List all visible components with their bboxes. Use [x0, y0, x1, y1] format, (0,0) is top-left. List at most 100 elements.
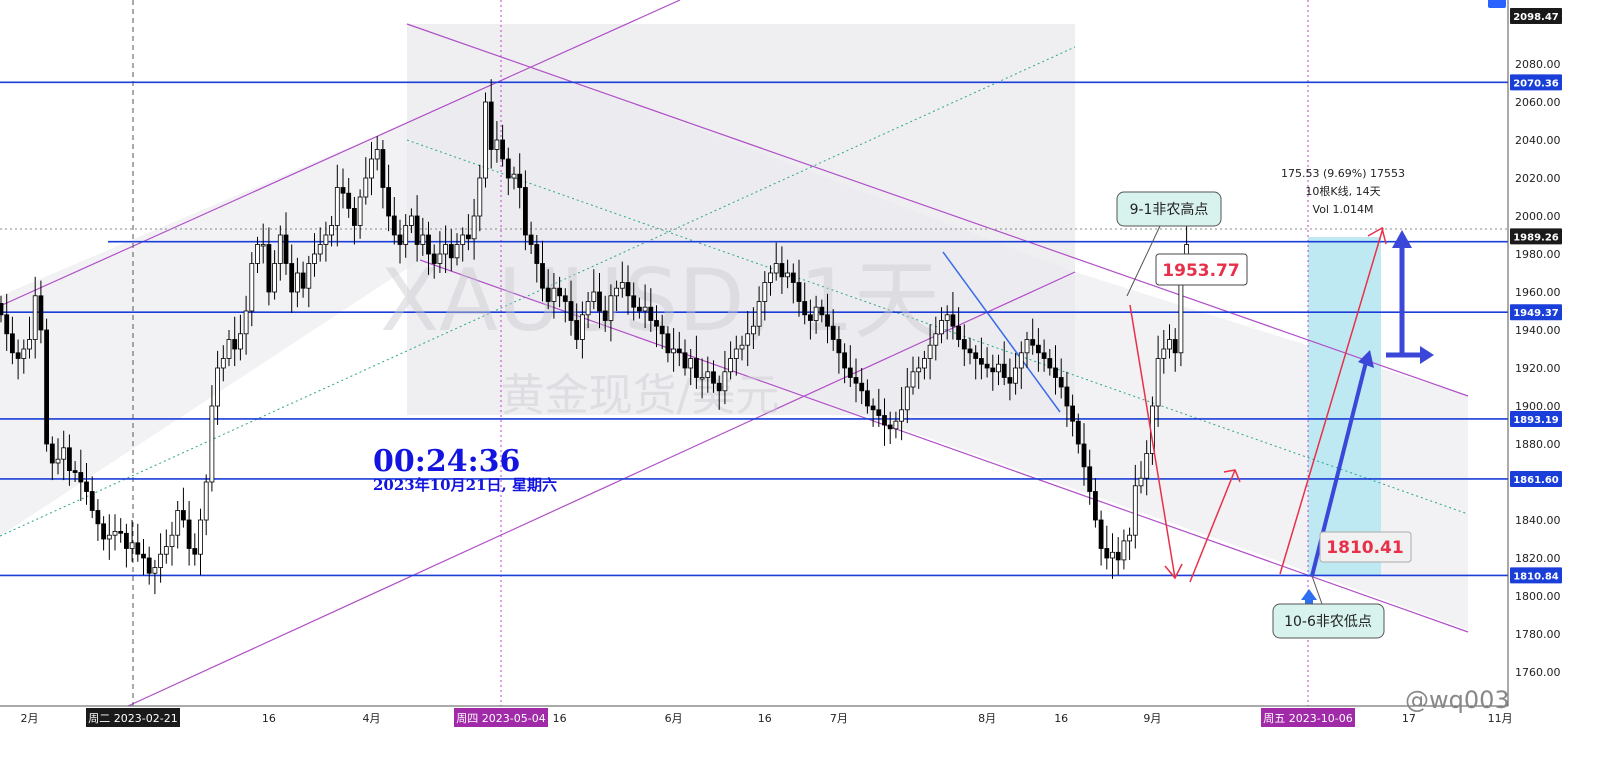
price-tick-label: 1940.00	[1515, 324, 1561, 337]
candle-body	[95, 510, 101, 525]
red-bounce-arrowhead	[1223, 469, 1241, 483]
candle-body	[922, 358, 927, 369]
candle-body	[1001, 363, 1007, 378]
candle-body	[1115, 551, 1121, 561]
candle-body	[990, 367, 996, 373]
candle-body	[517, 173, 523, 188]
candle-body	[129, 542, 135, 549]
candle-body	[722, 371, 728, 392]
price-tag-bg	[1510, 410, 1562, 427]
candle-body	[483, 101, 488, 179]
date-tag-bg	[1261, 708, 1355, 727]
candle-body	[226, 339, 232, 359]
candle-body	[819, 306, 825, 316]
candle-body	[118, 531, 124, 534]
candle-body	[437, 253, 443, 264]
candle-body	[374, 149, 380, 160]
candle-body	[44, 329, 49, 445]
candle-body	[910, 371, 916, 388]
candle-body	[665, 333, 671, 354]
candle-body	[465, 234, 471, 240]
candle-body	[608, 295, 614, 321]
candle-body	[494, 139, 500, 150]
candle-body	[1007, 377, 1013, 384]
candle-body	[1081, 443, 1087, 468]
time-tick-label: 8月	[978, 712, 996, 725]
red-rally-arrowhead	[1367, 226, 1387, 245]
candle-body	[61, 447, 67, 460]
date-tag-label: 周二 2023-02-21	[88, 712, 177, 725]
candle-body	[1030, 339, 1036, 346]
candle-body	[716, 382, 722, 392]
price-tick-label: 2060.00	[1515, 96, 1561, 109]
candle-body	[899, 409, 904, 422]
candle-body	[836, 339, 842, 354]
candle-body	[49, 443, 55, 464]
candle-body	[391, 215, 397, 236]
candle-body	[21, 348, 27, 359]
measure-label: 175.53 (9.69%) 17553 10根K线, 14天 Vol 1.01…	[1281, 167, 1405, 216]
candle-body	[996, 363, 1001, 373]
candle-body	[249, 263, 255, 312]
candle-body	[751, 325, 756, 335]
candle-body	[283, 234, 289, 264]
descending-trendline	[942, 251, 1061, 413]
clock-time: 00:24:36	[373, 444, 520, 479]
rising-channel-upper	[0, 0, 681, 307]
candle-body	[1155, 358, 1161, 407]
candle-body	[101, 523, 106, 540]
expand-button[interactable]	[1488, 0, 1506, 8]
candle-body	[842, 352, 847, 369]
watermark-name: 黄金现货/美元	[501, 370, 780, 421]
candle-body	[78, 472, 84, 483]
candle-body	[631, 295, 637, 308]
candle-body	[357, 196, 363, 226]
candle-body	[346, 192, 352, 209]
price-tick-label: 2040.00	[1515, 134, 1561, 147]
red-drop-arrowhead	[1164, 563, 1183, 580]
candle-body	[933, 333, 939, 346]
candle-body	[0, 302, 4, 316]
candle-body	[84, 481, 89, 492]
candle-body	[796, 282, 802, 302]
candle-body	[551, 287, 557, 302]
price-axis[interactable]: 1760.001780.001800.001820.001840.001860.…	[1507, 0, 1617, 770]
price-tick-label: 1920.00	[1515, 362, 1561, 375]
blue-vertical-arrowhead	[1392, 230, 1412, 248]
candle-body	[443, 244, 449, 255]
candle-body	[203, 481, 209, 521]
price-tag-label: 1810.84	[1513, 571, 1559, 582]
candle-body	[950, 314, 956, 327]
price-tick-label: 1880.00	[1515, 438, 1561, 451]
candle-body	[317, 244, 323, 255]
candle-body	[916, 367, 922, 373]
candle-body	[882, 415, 887, 426]
candle-body	[289, 263, 295, 293]
candle-body	[1024, 339, 1030, 354]
candle-body	[808, 314, 813, 321]
candle-body	[27, 339, 32, 350]
candle-body	[135, 542, 141, 555]
candle-body	[944, 314, 950, 321]
candle-body	[540, 263, 545, 289]
candle-body	[232, 339, 238, 350]
candle-body	[403, 225, 409, 245]
candle-body	[300, 272, 306, 289]
candle-body	[688, 358, 694, 369]
candle-body	[340, 187, 346, 194]
candle-body	[939, 320, 944, 335]
date-tag-label: 周五 2023-10-06	[1263, 712, 1352, 725]
low-price-label: 1810.41	[1319, 531, 1412, 563]
candle-body	[1087, 466, 1093, 492]
candle-body	[1110, 551, 1115, 559]
high-callout-pointer	[1126, 225, 1161, 297]
candle-body	[870, 405, 876, 411]
candle-body	[865, 390, 870, 407]
candle-body	[802, 301, 808, 316]
candle-body	[312, 253, 317, 264]
time-axis[interactable]: 2月 16 4月 16 6月 16 7月 8月 16 9月 17 11月 周二 2023-02-21 周…	[0, 705, 1513, 727]
candle-body	[477, 177, 483, 217]
measure-line2: 10根K线, 14天	[1305, 184, 1380, 198]
candle-body	[277, 234, 283, 264]
low-callout-text: 10-6非农低点	[1284, 614, 1372, 630]
